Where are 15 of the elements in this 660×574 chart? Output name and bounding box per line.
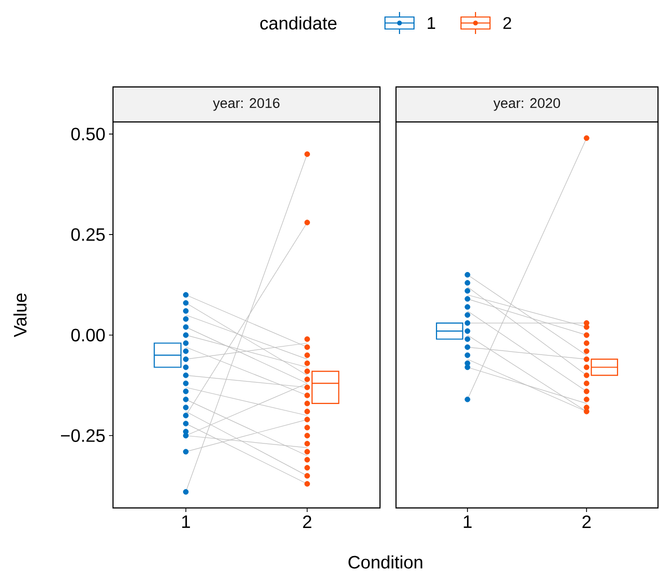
legend-label: 2 [503, 17, 512, 29]
x-tick-label: 2 [582, 515, 591, 528]
y-tick-label: −0.25 [61, 429, 105, 442]
chart-title: year: 2020 [493, 98, 560, 111]
legend-label: 1 [428, 17, 436, 29]
y-tick-label: 0.50 [71, 128, 105, 140]
y-tick-label: 0.00 [71, 328, 105, 342]
x-axis-title: Condition [348, 555, 422, 569]
y-tick-label: 0.25 [71, 228, 105, 241]
x-tick-label: 1 [182, 516, 190, 528]
chart-title: year: 2016 [212, 98, 280, 111]
x-tick-label: 1 [464, 516, 472, 528]
y-axis-title: Value [13, 294, 27, 338]
x-tick-label: 2 [303, 515, 312, 528]
legend-title: candidate [260, 16, 336, 30]
